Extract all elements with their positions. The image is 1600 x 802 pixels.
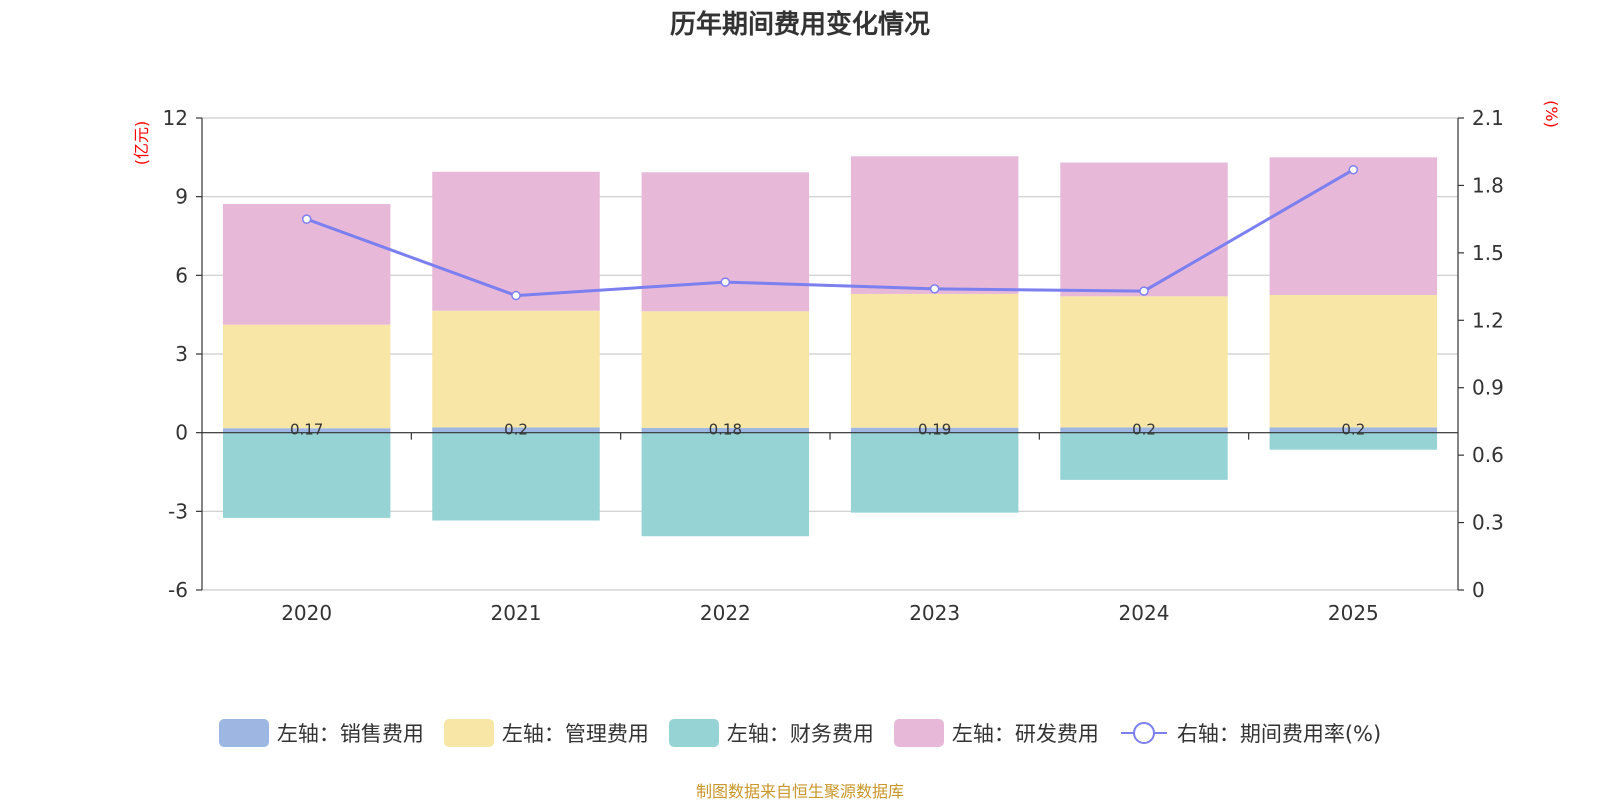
expense-rate-point-2021 [511, 290, 521, 301]
bar-rnd-2023 [850, 156, 1019, 294]
chart-plot: -6 -3 0 3 6 9 12 (亿元) 0 0.3 0.6 0.9 1.2 1.5 1.8 2.1 (%) 0… [132, 100, 1561, 625]
bar-sales-2025 [1269, 427, 1438, 433]
legend-label-sales: 左轴：销售费用 [276, 722, 424, 746]
bar-sales-2020 [222, 428, 391, 433]
x-tick-label: 2020 [281, 601, 332, 625]
legend-item-expense-rate[interactable]: 右轴：期间费用率(%) [1119, 718, 1381, 748]
x-tick-label: 2021 [491, 601, 542, 625]
bar-admin-2021 [432, 310, 600, 428]
legend: 左轴：销售费用 左轴：管理费用 左轴：财务费用 左轴：研发费用 右轴：期间费用率… [0, 718, 1600, 748]
x-tick-label: 2023 [909, 601, 960, 625]
legend-label-admin: 左轴：管理费用 [501, 722, 649, 746]
bar-finance-2024 [1060, 432, 1228, 480]
right-tick-label: 0.9 [1472, 376, 1504, 400]
legend-swatch-rnd [893, 719, 944, 747]
right-tick-label: 0.3 [1472, 511, 1504, 535]
expense-rate-point-2025 [1348, 164, 1359, 175]
legend-label-finance: 左轴：财务费用 [726, 722, 874, 746]
left-tick-label: -6 [168, 578, 188, 602]
bar-value-label-sales-2021: 0.2 [504, 421, 528, 439]
legend-label-rnd: 左轴：研发费用 [951, 722, 1099, 746]
bar-finance-2022 [641, 432, 810, 537]
bar-sales-2021 [432, 427, 600, 433]
legend-item-sales[interactable]: 左轴：销售费用 [218, 718, 424, 748]
bar-value-label-sales-2020: 0.17 [290, 421, 323, 439]
expense-rate-point-2020 [301, 214, 312, 224]
x-tick-label: 2024 [1119, 601, 1170, 625]
bar-sales-2023 [850, 427, 1019, 433]
right-tick-label: 1.8 [1472, 173, 1504, 197]
expense-rate-line [306, 168, 1355, 298]
right-tick-label: 0 [1472, 578, 1485, 602]
bar-rnd-2025 [1269, 157, 1438, 295]
legend-item-rnd[interactable]: 左轴：研发费用 [893, 718, 1099, 748]
left-axis-unit: (亿元) [132, 121, 151, 166]
left-tick-label: 3 [175, 342, 188, 366]
chart-title: 历年期间费用变化情况 [669, 10, 930, 40]
source-note: 制图数据来自恒生聚源数据库 [695, 782, 904, 801]
bar-rnd-2020 [222, 204, 391, 325]
bar-value-label-sales-2024: 0.2 [1132, 421, 1156, 439]
x-tick-label: 2025 [1328, 601, 1379, 625]
bar-value-label-sales-2025: 0.2 [1341, 421, 1365, 439]
bar-finance-2021 [432, 432, 600, 521]
legend-swatch-admin [443, 719, 494, 747]
left-tick-label: 0 [175, 421, 188, 445]
bar-finance-2025 [1269, 432, 1438, 450]
bar-sales-2024 [1060, 427, 1228, 433]
bar-value-label-sales-2022: 0.18 [709, 421, 742, 439]
x-tick-label: 2022 [700, 601, 751, 625]
right-tick-label: 1.2 [1472, 308, 1504, 332]
left-tick-label: 6 [175, 263, 188, 287]
bar-rnd-2021 [432, 171, 600, 311]
legend-item-finance[interactable]: 左轴：财务费用 [668, 718, 874, 748]
legend-line-swatch-icon [1120, 722, 1167, 744]
right-axis-unit: (%) [1542, 100, 1561, 128]
expense-rate-point-2024 [1139, 286, 1149, 296]
bar-sales-2022 [641, 427, 810, 433]
legend-item-admin[interactable]: 左轴：管理费用 [443, 718, 649, 748]
left-tick-label: 9 [175, 185, 188, 209]
bar-finance-2023 [850, 432, 1019, 513]
legend-swatch-sales [218, 719, 269, 747]
expense-rate-point-2022 [720, 277, 731, 287]
right-tick-label: 2.1 [1472, 106, 1504, 130]
bar-rnd-2022 [641, 172, 810, 312]
left-tick-label: -3 [168, 499, 188, 523]
expense-rate-point-2023 [929, 284, 940, 294]
right-tick-label: 0.6 [1472, 443, 1504, 467]
bar-admin-2024 [1060, 296, 1228, 428]
bar-admin-2022 [641, 311, 810, 428]
left-tick-label: 12 [163, 106, 188, 130]
bar-rnd-2024 [1060, 162, 1228, 297]
bar-value-label-sales-2023: 0.19 [918, 421, 951, 439]
bar-finance-2020 [222, 432, 391, 518]
bar-admin-2025 [1269, 295, 1438, 428]
legend-label-expense-rate: 右轴：期间费用率(%) [1176, 722, 1382, 746]
bar-admin-2020 [222, 324, 391, 429]
bar-admin-2023 [850, 293, 1019, 428]
legend-swatch-finance [668, 719, 719, 747]
right-tick-label: 1.5 [1472, 241, 1504, 265]
